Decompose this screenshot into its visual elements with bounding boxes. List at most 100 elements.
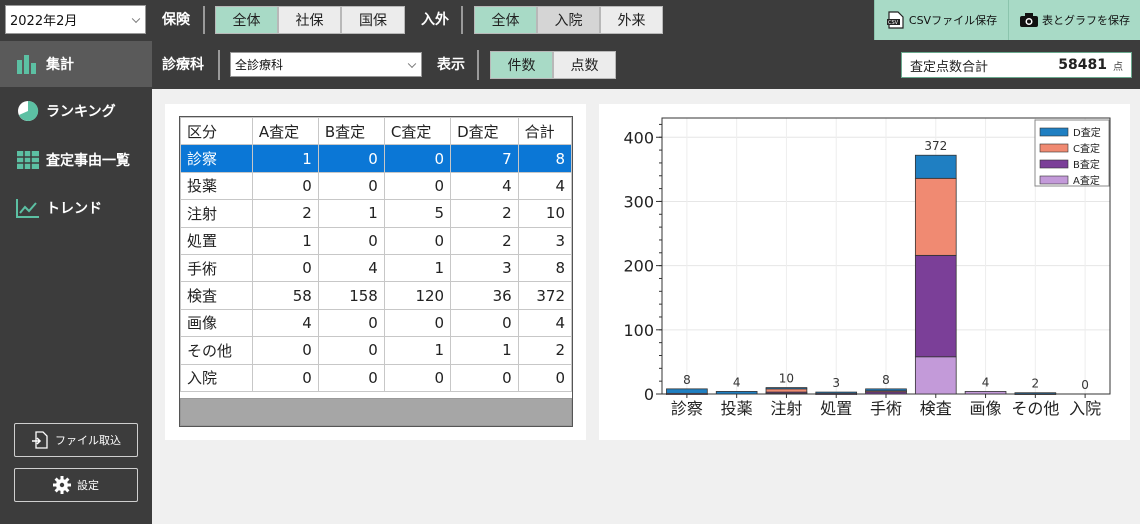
bar-segment [914,154,957,179]
row-value-cell[interactable]: 1 [450,336,519,365]
save-chart-button[interactable]: 表とグラフを保存 [1008,0,1140,40]
sidebar-item-trend[interactable]: トレンド [0,185,152,231]
row-value-cell[interactable]: 0 [317,363,385,392]
row-value-cell[interactable]: 2 [450,226,519,255]
row-value-cell[interactable]: 36 [450,281,519,310]
row-value-cell[interactable]: 0 [383,308,452,338]
row-value-cell[interactable]: 0 [251,336,319,365]
row-value-cell[interactable]: 0 [383,363,452,392]
bar-segment [715,391,758,395]
table-row[interactable]: 注射 2 1 5 2 10 [180,199,573,228]
bar-segment [914,356,957,395]
row-category-cell[interactable]: 診察 [180,144,253,173]
row-value-cell[interactable]: 0 [383,171,452,201]
row-value-cell[interactable]: 1 [317,199,385,228]
row-value-cell[interactable]: 4 [517,308,573,338]
row-value-cell[interactable]: 0 [317,336,385,365]
sidebar-item-ranking[interactable]: ランキング [0,88,152,134]
row-value-cell[interactable]: 1 [383,336,452,365]
row-category-cell[interactable]: 検査 [180,281,253,310]
dept-value: 全診療科 [235,58,284,72]
display-count-button[interactable]: 件数 [490,51,553,79]
row-category-cell[interactable]: 投薬 [180,171,253,201]
row-value-cell[interactable]: 4 [450,171,519,201]
row-category-cell[interactable]: 画像 [180,308,253,338]
file-import-icon [32,431,48,449]
bar-segment [815,391,858,394]
insurance-all-button[interactable]: 全体 [215,6,278,34]
y-tick-label: 200 [623,257,654,276]
table-row[interactable]: 処置 1 0 0 2 3 [180,226,573,255]
row-value-cell[interactable]: 0 [517,363,573,392]
row-value-cell[interactable]: 0 [317,308,385,338]
row-value-cell[interactable]: 10 [517,199,573,228]
column-header[interactable]: C査定 [383,116,452,146]
table-row[interactable]: 入院 0 0 0 0 0 [180,363,573,392]
row-category-cell[interactable]: その他 [180,336,253,365]
sidebar-item-summary[interactable]: 集計 [0,41,152,87]
inout-outpatient-button[interactable]: 外来 [600,6,663,34]
total-points-unit: 点 [1113,61,1123,73]
inout-inpatient-button[interactable]: 入院 [537,6,600,34]
row-value-cell[interactable]: 5 [383,199,452,228]
row-value-cell[interactable]: 4 [251,308,319,338]
row-category-cell[interactable]: 処置 [180,226,253,255]
row-value-cell[interactable]: 0 [251,253,319,283]
row-value-cell[interactable]: 0 [450,363,519,392]
dept-select[interactable]: 全診療科 [230,52,422,77]
x-tick-label: その他 [1011,399,1059,418]
column-header[interactable]: 合計 [517,116,573,146]
inout-all-button[interactable]: 全体 [474,6,537,34]
row-value-cell[interactable]: 58 [251,281,319,310]
bar-segment [1014,392,1057,395]
row-value-cell[interactable]: 158 [317,281,385,310]
row-value-cell[interactable]: 4 [317,253,385,283]
row-value-cell[interactable]: 3 [517,226,573,255]
row-value-cell[interactable]: 4 [517,171,573,201]
row-value-cell[interactable]: 2 [450,199,519,228]
row-value-cell[interactable]: 3 [450,253,519,283]
row-value-cell[interactable]: 0 [317,144,385,173]
row-value-cell[interactable]: 0 [317,226,385,255]
row-value-cell[interactable]: 7 [450,144,519,173]
row-value-cell[interactable]: 0 [450,308,519,338]
summary-table: 区分 A査定 B査定 C査定 D査定 合計 診察 1 0 0 7 8 投薬 0 0 0 4 4 注射 2 1 5 2 10 処… [180,116,573,392]
table-row[interactable]: 画像 4 0 0 0 4 [180,308,573,338]
row-value-cell[interactable]: 2 [251,199,319,228]
row-category-cell[interactable]: 入院 [180,363,253,392]
csv-save-button[interactable]: CSV CSVファイル保存 [874,0,1008,40]
period-select[interactable]: 2022年2月 [5,5,146,34]
row-category-cell[interactable]: 手術 [180,253,253,283]
column-header[interactable]: B査定 [317,116,385,146]
row-value-cell[interactable]: 8 [517,144,573,173]
row-category-cell[interactable]: 注射 [180,199,253,228]
display-points-button[interactable]: 点数 [553,51,616,79]
row-value-cell[interactable]: 0 [383,144,452,173]
row-value-cell[interactable]: 0 [251,171,319,201]
row-value-cell[interactable]: 0 [317,171,385,201]
row-value-cell[interactable]: 2 [517,336,573,365]
insurance-kokuho-button[interactable]: 国保 [341,6,405,34]
column-header[interactable]: A査定 [251,116,319,146]
row-value-cell[interactable]: 120 [383,281,452,310]
column-header[interactable]: 区分 [180,116,253,146]
sidebar-item-reason-list[interactable]: 査定事由一覧 [0,137,152,183]
table-row[interactable]: 診察 1 0 0 7 8 [180,144,573,173]
table-row[interactable]: 投薬 0 0 0 4 4 [180,171,573,201]
bar-total-label: 3 [832,376,840,390]
table-row[interactable]: 検査 58 158 120 36 372 [180,281,573,310]
row-value-cell[interactable]: 372 [517,281,573,310]
row-value-cell[interactable]: 1 [251,226,319,255]
row-value-cell[interactable]: 1 [251,144,319,173]
file-import-button[interactable]: ファイル取込 [14,423,138,457]
insurance-shaho-button[interactable]: 社保 [278,6,341,34]
row-value-cell[interactable]: 1 [383,253,452,283]
settings-button[interactable]: 設定 [14,468,138,502]
row-value-cell[interactable]: 0 [383,226,452,255]
row-value-cell[interactable]: 0 [251,363,319,392]
column-header[interactable]: D査定 [450,116,519,146]
row-value-cell[interactable]: 8 [517,253,573,283]
csv-save-label: CSVファイル保存 [908,14,998,27]
table-row[interactable]: その他 0 0 1 1 2 [180,336,573,365]
table-row[interactable]: 手術 0 4 1 3 8 [180,253,573,283]
